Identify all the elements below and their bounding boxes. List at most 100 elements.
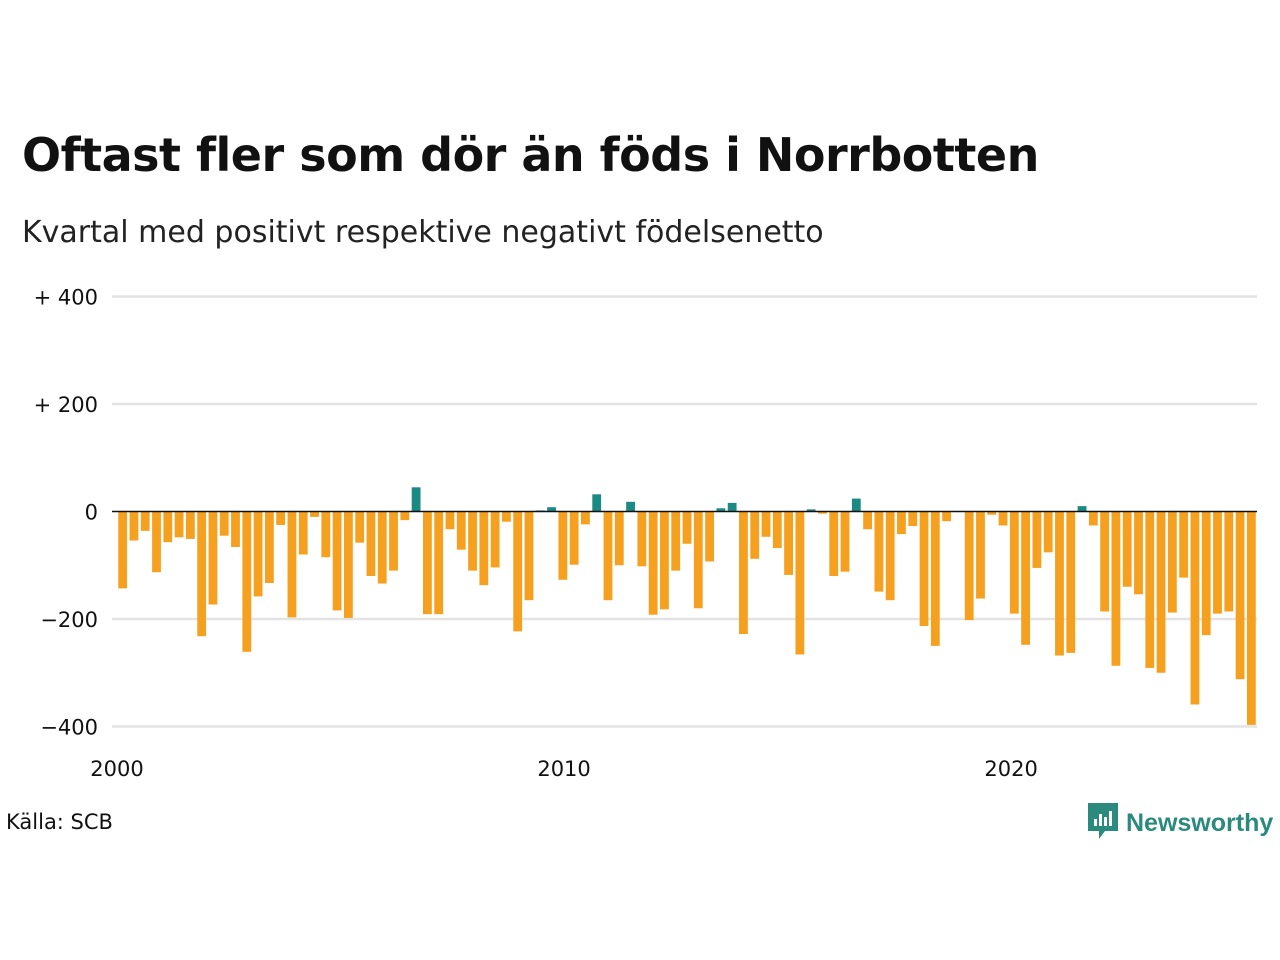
- bar: [332, 511, 342, 611]
- bar: [806, 509, 816, 512]
- y-tick-label: −200: [40, 608, 98, 632]
- bar: [129, 511, 139, 541]
- y-tick-label: + 200: [34, 393, 98, 417]
- bar: [750, 511, 760, 559]
- bar: [456, 511, 466, 550]
- bar: [231, 511, 240, 547]
- bar: [343, 511, 353, 618]
- bar: [705, 511, 714, 562]
- bar: [908, 511, 918, 527]
- bar: [219, 511, 229, 536]
- bar: [513, 511, 523, 632]
- grid-lines: [112, 295, 1257, 728]
- bar: [287, 511, 297, 618]
- bar: [818, 511, 827, 514]
- bar: [1179, 511, 1189, 578]
- source-note: Källa: SCB: [6, 810, 113, 834]
- bar: [321, 511, 331, 558]
- bar: [422, 511, 432, 615]
- bar: [1021, 511, 1031, 645]
- newsworthy-chart-bubble-icon: [1088, 803, 1118, 843]
- bars: [118, 487, 1256, 725]
- bar: [637, 511, 647, 567]
- newsworthy-logo: Newsworthy: [1088, 803, 1273, 843]
- bar: [1111, 511, 1121, 666]
- bar: [276, 511, 286, 525]
- bar: [1224, 511, 1234, 612]
- bar: [603, 511, 613, 601]
- bar: [479, 511, 489, 586]
- bar: [1235, 511, 1245, 680]
- bar: [400, 511, 410, 521]
- bar: [1043, 511, 1053, 553]
- bar: [851, 498, 861, 512]
- bar: [626, 501, 635, 512]
- bar: [1213, 511, 1222, 614]
- bar: [389, 511, 398, 571]
- bar: [152, 511, 161, 573]
- bar: [829, 511, 839, 576]
- bar: [366, 511, 376, 576]
- bar: [840, 511, 850, 572]
- bar: [693, 511, 703, 609]
- bar: [1167, 511, 1177, 613]
- bar: [1134, 511, 1143, 595]
- bar: [897, 511, 906, 535]
- bar: [885, 511, 895, 601]
- bar: [660, 511, 669, 610]
- bar: [264, 511, 274, 583]
- bar: [1122, 511, 1132, 587]
- logo-text: Newsworthy: [1126, 808, 1274, 837]
- bar: [569, 511, 579, 565]
- bar: [930, 511, 940, 646]
- bar: [739, 511, 748, 635]
- bar: [524, 511, 534, 601]
- bar: [716, 508, 726, 512]
- bar: [163, 511, 173, 543]
- bar: [942, 511, 952, 522]
- bar: [671, 511, 681, 571]
- x-tick-label: 2020: [984, 757, 1037, 781]
- bar: [1190, 511, 1200, 705]
- bar: [140, 511, 150, 531]
- x-tick-label: 2010: [537, 757, 590, 781]
- bar: [998, 511, 1008, 526]
- bar: [976, 511, 985, 599]
- bar: [1088, 511, 1098, 526]
- bar: [298, 511, 308, 555]
- x-tick-label: 2000: [90, 757, 143, 781]
- chart-subtitle: Kvartal med positivt respektive negativt…: [22, 215, 824, 250]
- bar: [118, 511, 128, 589]
- bar: [1077, 506, 1087, 512]
- y-tick-label: −400: [40, 716, 98, 740]
- bar: [1156, 511, 1166, 673]
- bar: [208, 511, 218, 605]
- bar: [502, 511, 511, 522]
- bar: [682, 511, 692, 544]
- y-axis-ticks: + 400 + 200 0 −200 −400: [34, 286, 98, 740]
- bar: [592, 494, 602, 512]
- bar: [784, 511, 793, 575]
- y-tick-label: + 400: [34, 286, 98, 310]
- bar: [174, 511, 184, 538]
- bar: [761, 511, 771, 537]
- bar: [727, 502, 737, 512]
- bar: [1100, 511, 1110, 612]
- bar: [874, 511, 884, 592]
- bar: [411, 487, 421, 512]
- bar: [919, 511, 929, 626]
- bar: [1201, 511, 1211, 636]
- bar: [964, 511, 974, 621]
- bar: [1145, 511, 1155, 668]
- bar: [377, 511, 387, 584]
- y-tick-label: 0: [85, 501, 98, 525]
- bar: [1032, 511, 1042, 568]
- bar: [197, 511, 207, 637]
- bar: [558, 511, 568, 580]
- bar: [581, 511, 590, 525]
- bar: [1055, 511, 1064, 656]
- bar: [772, 511, 782, 549]
- bar: [1246, 511, 1256, 725]
- x-axis-ticks: 2000 2010 2020: [90, 757, 1038, 781]
